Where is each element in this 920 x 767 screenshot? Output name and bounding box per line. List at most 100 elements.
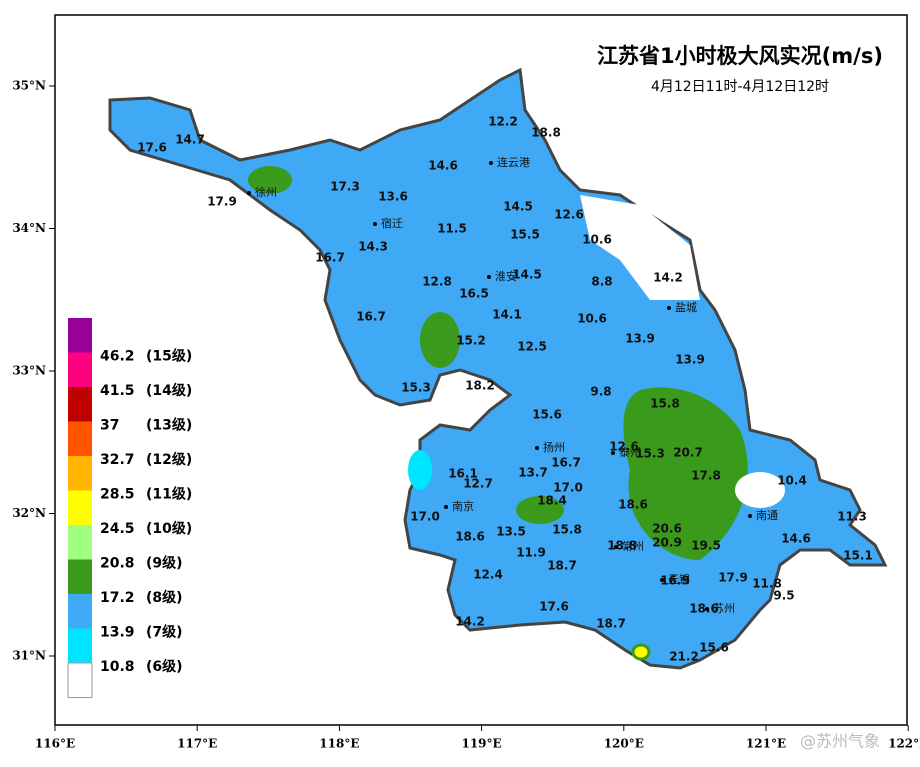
city-dot	[489, 161, 493, 165]
station-value: 11.3	[837, 510, 867, 524]
city-label: 泰州	[619, 445, 641, 459]
station-value: 15.8	[552, 523, 582, 537]
station-value: 17.8	[691, 469, 721, 483]
station-value: 17.3	[330, 180, 360, 194]
station-value: 18.2	[465, 379, 495, 393]
station-value: 10.4	[777, 474, 807, 488]
watermark: @苏州气象	[800, 732, 880, 751]
x-tick-label: 122°E	[888, 737, 920, 751]
legend-value: 32.7	[100, 452, 135, 468]
station-value: 21.2	[669, 650, 699, 664]
station-value: 13.5	[496, 525, 526, 539]
station-value: 16.7	[356, 310, 386, 324]
station-value: 15.6	[532, 408, 562, 422]
city-label: 南通	[756, 509, 778, 522]
legend-value: 41.5	[100, 383, 135, 399]
station-value: 12.4	[473, 568, 503, 582]
station-value: 13.9	[625, 332, 655, 346]
legend-level: (6级)	[146, 658, 183, 675]
city-label: 徐州	[255, 185, 277, 199]
legend-level: (10级)	[146, 520, 192, 537]
y-tick-label: 34°N	[12, 221, 46, 235]
station-value: 12.6	[609, 440, 639, 454]
station-value: 12.5	[517, 340, 547, 354]
station-value: 16.7	[551, 456, 581, 470]
station-value: 15.6	[699, 641, 729, 655]
station-value: 17.6	[137, 141, 167, 155]
legend-level: (13级)	[146, 417, 192, 434]
legend-level: (15级)	[146, 348, 192, 365]
legend-value: 28.5	[100, 487, 135, 503]
legend-swatch	[68, 352, 92, 387]
legend-swatch	[67, 662, 93, 698]
calm-zone	[580, 195, 700, 300]
legend-level: (9级)	[146, 555, 183, 572]
x-tick-label: 119°E	[461, 737, 501, 751]
station-value: 18.8	[607, 539, 637, 553]
station-value: 20.6	[652, 522, 682, 536]
station-value: 17.0	[410, 510, 440, 524]
station-value: 16.5	[459, 287, 489, 301]
station-value: 14.7	[175, 133, 205, 147]
city-label: 无锡	[668, 572, 690, 586]
station-value: 12.7	[463, 477, 493, 491]
station-value: 20.9	[652, 536, 682, 550]
y-tick-label: 31°N	[12, 649, 46, 663]
station-value: 14.6	[781, 532, 811, 546]
station-value: 11.5	[437, 222, 467, 236]
legend-level: (14级)	[146, 382, 192, 399]
city-label: 盐城	[675, 301, 697, 314]
city-label: 连云港	[497, 156, 530, 169]
station-value: 15.5	[510, 228, 540, 242]
legend-level: (8级)	[146, 589, 183, 606]
legend-level: (7级)	[146, 624, 183, 641]
station-value: 17.9	[207, 195, 237, 209]
legend-value: 17.2	[100, 590, 135, 606]
x-tick-label: 118°E	[319, 737, 359, 751]
x-tick-label: 117°E	[177, 737, 217, 751]
station-value: 18.6	[689, 602, 719, 616]
city-label: 南京	[452, 499, 474, 513]
station-value: 17.6	[539, 600, 569, 614]
station-value: 18.6	[455, 530, 485, 544]
legend-value: 46.2	[100, 349, 135, 365]
city-label: 苏州	[713, 602, 735, 615]
breeze-zone	[408, 450, 432, 490]
legend-swatch	[68, 525, 92, 560]
station-value: 14.5	[512, 268, 542, 282]
station-value: 18.7	[547, 559, 577, 573]
station-value: 18.4	[537, 494, 567, 508]
station-value: 18.7	[596, 617, 626, 631]
station-value: 14.5	[503, 200, 533, 214]
station-value: 9.8	[590, 385, 611, 399]
y-tick-label: 35°N	[12, 79, 46, 93]
station-value: 14.2	[455, 615, 485, 629]
station-value: 11.9	[516, 546, 546, 560]
city-dot	[748, 514, 752, 518]
station-value: 19.5	[691, 539, 721, 553]
legend-swatch	[68, 594, 92, 629]
city-dot	[705, 607, 709, 611]
y-tick-label: 33°N	[12, 364, 46, 378]
station-value: 15.2	[456, 334, 486, 348]
wind-zones	[248, 166, 785, 661]
gale-zone	[623, 387, 748, 560]
city-dot	[444, 505, 448, 509]
legend-swatch	[68, 456, 92, 491]
station-value: 15.8	[650, 397, 680, 411]
legend-level: (12级)	[146, 451, 192, 468]
legend-swatch	[68, 559, 92, 594]
gale-zone	[516, 496, 564, 524]
strong-zone	[631, 643, 651, 661]
legend-value: 10.8	[100, 659, 135, 675]
city-dot	[667, 306, 671, 310]
station-value: 10.6	[582, 233, 612, 247]
legend-value: 13.9	[100, 625, 135, 641]
station-value: 11.8	[752, 577, 782, 591]
gale-zone	[420, 312, 460, 368]
gale-zone	[248, 166, 292, 194]
y-tick-label: 32°N	[12, 506, 46, 520]
station-value: 12.8	[422, 275, 452, 289]
subtitle: 4月12日11时-4月12日12时	[651, 79, 829, 95]
